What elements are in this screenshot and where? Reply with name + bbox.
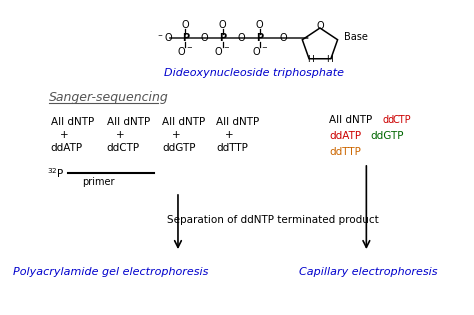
Text: $^-$: $^-$	[155, 32, 163, 41]
Text: O: O	[316, 21, 324, 31]
Text: H: H	[326, 55, 333, 65]
Text: CTP: CTP	[392, 115, 411, 125]
Text: O: O	[200, 33, 208, 43]
Text: Polyacrylamide gel electrophoresis: Polyacrylamide gel electrophoresis	[12, 267, 208, 277]
Text: O: O	[165, 33, 173, 43]
Text: ddCTP: ddCTP	[107, 143, 140, 153]
Text: O: O	[279, 33, 287, 43]
Text: +: +	[116, 130, 124, 140]
Text: +: +	[60, 130, 69, 140]
Text: O: O	[237, 33, 245, 43]
Text: O$^-$: O$^-$	[177, 45, 193, 57]
Text: ddTTP: ddTTP	[216, 143, 248, 153]
Text: O: O	[182, 20, 189, 30]
Text: All dNTP: All dNTP	[216, 117, 259, 127]
Text: O$^-$: O$^-$	[214, 45, 230, 57]
Text: All dNTP: All dNTP	[162, 117, 205, 127]
Text: P: P	[256, 33, 263, 43]
Text: All dNTP: All dNTP	[329, 115, 373, 125]
Text: Dideoxynucleoside triphosphate: Dideoxynucleoside triphosphate	[164, 68, 344, 78]
Text: P: P	[219, 33, 226, 43]
Text: O$^-$: O$^-$	[252, 45, 268, 57]
Text: primer: primer	[82, 177, 115, 187]
Text: O: O	[256, 20, 264, 30]
Text: H: H	[307, 55, 314, 65]
Text: ddATP: ddATP	[51, 143, 83, 153]
Text: P: P	[182, 33, 189, 43]
Text: ddATP: ddATP	[329, 131, 361, 141]
Text: Base: Base	[344, 32, 368, 42]
Text: +: +	[225, 130, 234, 140]
Text: dd: dd	[382, 115, 394, 125]
Text: Sanger-sequencing: Sanger-sequencing	[49, 90, 169, 104]
Text: ddGTP: ddGTP	[162, 143, 196, 153]
Text: All dNTP: All dNTP	[107, 117, 150, 127]
Text: All dNTP: All dNTP	[51, 117, 94, 127]
Text: O: O	[219, 20, 226, 30]
Text: ddTTP: ddTTP	[329, 147, 361, 157]
Text: $^{32}$P: $^{32}$P	[47, 166, 64, 180]
Text: ddGTP: ddGTP	[370, 131, 403, 141]
Text: Separation of ddNTP terminated product: Separation of ddNTP terminated product	[167, 215, 379, 225]
Text: Capillary electrophoresis: Capillary electrophoresis	[299, 267, 438, 277]
Text: +: +	[172, 130, 180, 140]
